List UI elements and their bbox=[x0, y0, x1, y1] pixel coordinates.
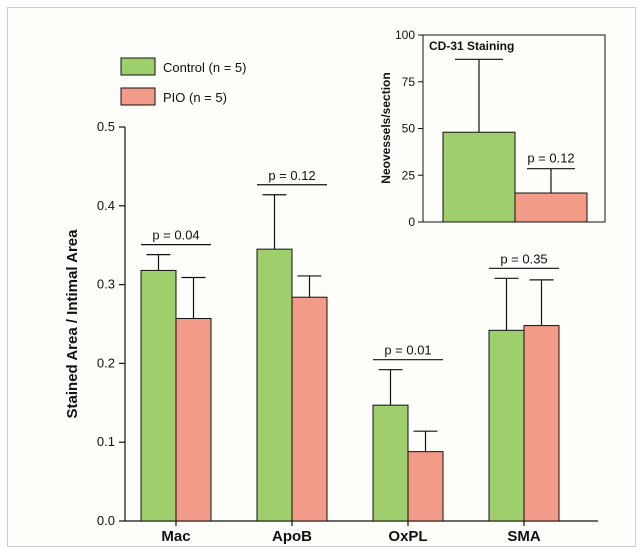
inset-bar-control bbox=[442, 131, 516, 223]
p-value-oxpl: p = 0.01 bbox=[384, 343, 431, 358]
inset-y-tick-label: 100 bbox=[395, 28, 415, 42]
main-bars bbox=[140, 194, 560, 522]
inset-bars bbox=[442, 58, 588, 223]
inset-title: CD-31 Staining bbox=[429, 39, 514, 53]
p-value-apob: p = 0.12 bbox=[268, 168, 315, 183]
main-y-tick-label: 0.1 bbox=[97, 434, 115, 449]
main-y-tick-label: 0.5 bbox=[97, 119, 115, 134]
bar-pio-sma bbox=[523, 325, 560, 522]
main-y-ticks: 0.0 0.1 0.2 0.3 0.4 0.5 bbox=[97, 119, 125, 528]
main-y-tick-label: 0.0 bbox=[97, 513, 115, 528]
main-categories: Mac ApoB OxPL SMA bbox=[161, 521, 541, 545]
legend-label-control: Control (n = 5) bbox=[163, 60, 246, 75]
inset-p-value: p = 0.12 bbox=[527, 151, 574, 166]
category-label-mac: Mac bbox=[161, 528, 190, 545]
inset-p-value-text: p = 0.12 bbox=[527, 151, 574, 166]
category-label-oxpl: OxPL bbox=[388, 528, 427, 545]
bar-pio-mac bbox=[175, 317, 212, 522]
inset-y-axis-label: Neovessels/section bbox=[379, 72, 393, 183]
main-y-axis-label: Stained Area / Intimal Area bbox=[64, 229, 81, 419]
legend-swatch-pio bbox=[120, 87, 156, 106]
p-value-mac: p = 0.04 bbox=[152, 228, 199, 243]
inset-bar-pio bbox=[514, 192, 588, 223]
main-y-tick-label: 0.3 bbox=[97, 277, 115, 292]
bar-control-sma bbox=[488, 329, 525, 522]
legend-label-pio: PIO (n = 5) bbox=[163, 90, 227, 105]
legend-swatch-control bbox=[120, 57, 156, 76]
main-y-tick-label: 0.2 bbox=[97, 355, 115, 370]
inset-y-tick-label: 25 bbox=[402, 168, 416, 182]
category-label-apob: ApoB bbox=[272, 528, 312, 545]
bar-control-oxpl bbox=[372, 404, 409, 522]
inset-y-ticks: 0 25 50 75 100 bbox=[395, 28, 423, 229]
inset-y-tick-label: 0 bbox=[408, 215, 415, 229]
main-p-values: p = 0.04 p = 0.12 p = 0.01 p = 0.35 bbox=[141, 168, 559, 361]
bar-control-mac bbox=[140, 269, 177, 522]
legend: Control (n = 5) PIO (n = 5) bbox=[120, 57, 246, 106]
bar-control-apob bbox=[256, 248, 293, 522]
p-value-sma: p = 0.35 bbox=[500, 251, 547, 266]
inset-y-tick-label: 75 bbox=[402, 75, 416, 89]
category-label-sma: SMA bbox=[507, 528, 541, 545]
bar-pio-oxpl bbox=[407, 451, 444, 522]
bar-pio-apob bbox=[291, 296, 328, 522]
inset-y-tick-label: 50 bbox=[402, 122, 416, 136]
main-y-tick-label: 0.4 bbox=[97, 198, 115, 213]
